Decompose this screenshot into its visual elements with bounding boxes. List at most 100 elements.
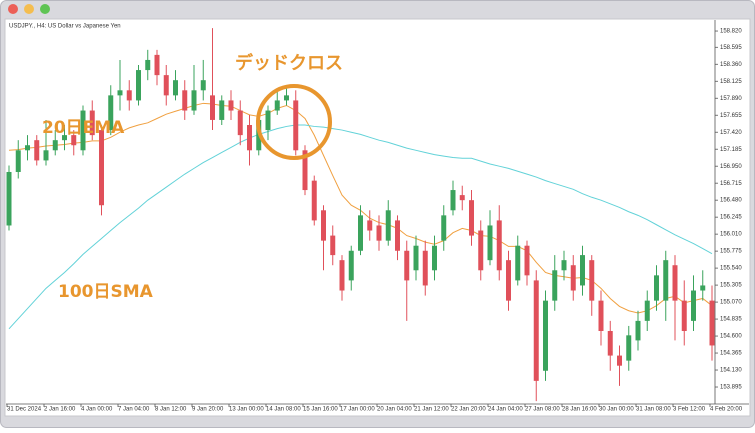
minimize-button[interactable] <box>24 4 34 14</box>
candle-body <box>626 335 632 361</box>
candle-body <box>598 300 604 331</box>
candle-body <box>570 265 576 291</box>
candle-body <box>126 90 132 101</box>
candle-body <box>219 100 225 120</box>
y-tick-label: 156.480 <box>720 198 742 204</box>
candle-body <box>487 225 493 261</box>
maximize-button[interactable] <box>40 4 50 14</box>
candle-body <box>450 190 456 211</box>
x-tick-label: 31 Dec 2024 <box>7 407 42 413</box>
candle-body <box>561 260 567 271</box>
x-tick-label: 15 Jan 16:00 <box>303 407 338 413</box>
candle-body <box>52 140 58 151</box>
y-tick-label: 155.540 <box>720 266 742 272</box>
candle-body <box>163 75 169 96</box>
y-tick-label: 156.950 <box>720 164 742 170</box>
candle-body <box>654 275 659 301</box>
indicator-line <box>8 124 713 330</box>
candle-body <box>173 80 178 96</box>
chart-title: USDJPY., H4: US Dollar vs Japanese Yen <box>9 24 121 30</box>
candle-body <box>311 180 317 221</box>
y-tick-label: 153.895 <box>720 385 742 391</box>
candle-body <box>284 95 289 101</box>
x-tick-label: 31 Jan 08:00 <box>636 407 671 413</box>
candle-body <box>117 90 123 96</box>
candle-body <box>89 110 95 136</box>
x-tick-label: 2 Jan 16:00 <box>44 407 76 413</box>
y-tick-label: 155.775 <box>720 249 742 255</box>
candle-body <box>330 235 336 256</box>
candle-body <box>210 95 215 120</box>
x-tick-label: 8 Jan 12:00 <box>155 407 187 413</box>
candle-body <box>635 320 641 341</box>
y-tick-label: 154.365 <box>720 351 742 357</box>
candle-body <box>191 90 197 111</box>
y-tick-label: 156.010 <box>720 232 742 238</box>
candle-body <box>376 225 382 241</box>
x-tick-label: 17 Jan 00:00 <box>340 407 375 413</box>
x-tick-label: 28 Jan 16:00 <box>562 407 597 413</box>
candle-body <box>478 230 484 271</box>
candle-body <box>99 130 104 206</box>
candle-body <box>136 70 141 101</box>
candle-body <box>358 215 363 251</box>
candle-body <box>552 270 558 301</box>
candle-body <box>274 100 280 111</box>
candle-body <box>367 220 373 231</box>
plot: 158.820 158.595 158.360 158.125 157.890 157.6… <box>6 28 743 413</box>
candle-body <box>62 135 67 141</box>
y-tick-label: 157.420 <box>720 130 742 136</box>
candle-body <box>543 300 548 371</box>
candle-body <box>265 110 271 131</box>
y-tick-label: 154.600 <box>720 334 742 340</box>
candle-body <box>247 124 252 151</box>
y-tick-label: 154.835 <box>720 317 742 323</box>
candle-body <box>43 150 49 161</box>
candle-body <box>395 220 400 251</box>
candle-body <box>25 145 30 151</box>
candle-body <box>339 260 345 291</box>
dead-cross-label: デッドクロス <box>235 52 343 74</box>
x-tick-label: 13 Jan 00:00 <box>229 407 264 413</box>
candle-body <box>404 250 410 281</box>
candle-body <box>432 245 437 271</box>
candle-body <box>617 355 622 366</box>
x-tick-label: 21 Jan 12:00 <box>414 407 449 413</box>
x-tick-label: 30 Jan 00:00 <box>599 407 634 413</box>
candle-body <box>663 260 669 301</box>
close-button[interactable] <box>8 4 18 14</box>
candle-body <box>80 110 86 151</box>
x-tick-label: 7 Jan 04:00 <box>118 407 150 413</box>
x-tick-label: 27 Jan 08:00 <box>525 407 560 413</box>
candle-body <box>228 100 234 111</box>
candle-body <box>154 54 160 76</box>
candle-body <box>533 280 539 381</box>
candle-body <box>506 260 511 301</box>
candle-body <box>293 100 299 151</box>
candle-body <box>413 245 419 271</box>
candle-body <box>524 245 530 276</box>
candle-body <box>385 210 391 241</box>
candle-body <box>237 110 243 136</box>
y-tick-label: 158.360 <box>720 62 742 68</box>
candle-body <box>709 300 715 346</box>
y-tick-label: 155.305 <box>720 283 742 289</box>
candle-body <box>700 285 706 291</box>
candle-body <box>145 59 151 71</box>
candle-body <box>589 260 595 301</box>
sma-label: 100日SMA <box>58 282 154 302</box>
candle-body <box>644 300 650 321</box>
y-tick-label: 156.245 <box>720 215 742 221</box>
x-tick-label: 22 Jan 20:00 <box>451 407 486 413</box>
candle-body <box>672 265 678 301</box>
candle-body <box>108 95 114 131</box>
candle-body <box>607 330 613 356</box>
x-tick-label: 3 Feb 12:00 <box>673 407 706 413</box>
x-tick-label: 4 Feb 20:00 <box>710 407 743 413</box>
x-tick-label: 4 Jan 00:00 <box>81 407 113 413</box>
candle-body <box>15 150 21 172</box>
candle-body <box>34 140 40 161</box>
candle-body <box>200 80 206 91</box>
candle-body <box>6 171 12 226</box>
